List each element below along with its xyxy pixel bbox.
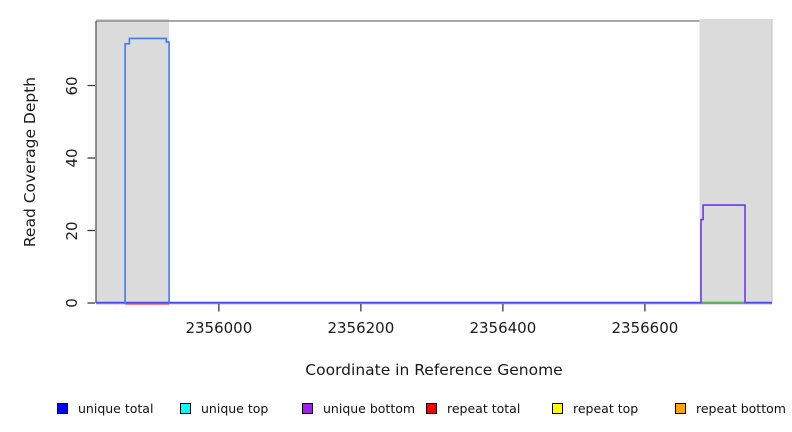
legend-item-unique-total: unique total bbox=[57, 400, 153, 416]
legend-label: repeat total bbox=[447, 400, 521, 416]
left-masked-region bbox=[96, 19, 170, 303]
legend-swatch-repeat-bottom bbox=[675, 402, 686, 414]
right-masked-region bbox=[699, 19, 772, 303]
legend-item-unique-bottom: unique bottom bbox=[302, 400, 415, 416]
x-axis-title: Coordinate in Reference Genome bbox=[305, 361, 563, 379]
legend-label: unique top bbox=[201, 400, 269, 416]
x-tick-label: 2356000 bbox=[185, 319, 253, 337]
legend-swatch-unique-top bbox=[180, 402, 191, 414]
y-tick-label: 60 bbox=[63, 75, 81, 96]
unique-coverage-left-peak bbox=[124, 37, 170, 303]
legend-item-repeat-total: repeat total bbox=[426, 400, 520, 416]
legend: unique total unique top unique bottom repea… bbox=[0, 400, 792, 420]
x-tick-label: 2356400 bbox=[469, 319, 537, 337]
x-tick-label: 2356600 bbox=[611, 319, 679, 337]
legend-label: repeat top bbox=[573, 400, 639, 416]
y-tick-label: 0 bbox=[63, 298, 81, 308]
legend-label: unique total bbox=[78, 400, 154, 416]
legend-item-repeat-top: repeat top bbox=[552, 400, 638, 416]
y-tick-label: 40 bbox=[63, 148, 81, 168]
unique-coverage-right-peak bbox=[700, 204, 746, 303]
y-axis-title: Read Coverage Depth bbox=[21, 76, 39, 248]
x-tick-label: 2356200 bbox=[327, 319, 395, 337]
legend-swatch-unique-bottom bbox=[302, 402, 313, 414]
legend-swatch-repeat-top bbox=[552, 402, 563, 414]
y-tick-label: 20 bbox=[63, 220, 81, 241]
legend-swatch-repeat-total bbox=[426, 402, 437, 414]
legend-label: repeat bottom bbox=[696, 400, 786, 416]
legend-item-unique-top: unique top bbox=[180, 400, 268, 416]
legend-item-repeat-bottom: repeat bottom bbox=[675, 400, 786, 416]
legend-label: unique bottom bbox=[323, 400, 416, 416]
legend-swatch-unique-total bbox=[57, 402, 68, 414]
